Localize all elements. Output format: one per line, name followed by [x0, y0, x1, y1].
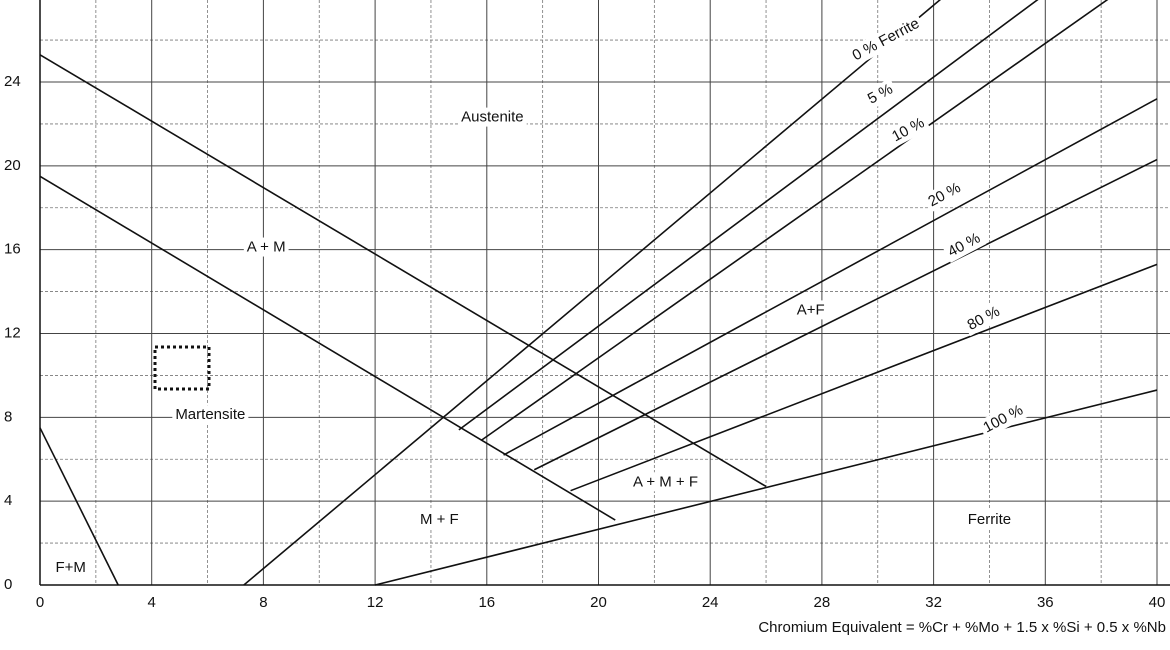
label-background: [922, 176, 967, 213]
y-tick-label: 4: [4, 492, 12, 509]
label-background: [630, 472, 702, 492]
x-tick-label: 28: [814, 594, 831, 611]
label-background: [964, 509, 1015, 529]
region-label: Ferrite: [968, 511, 1011, 528]
label-background: [458, 107, 527, 127]
line-label: 20 %: [925, 179, 963, 210]
label-background: [416, 509, 462, 529]
label-background: [861, 78, 899, 110]
x-tick-label: 20: [590, 594, 607, 611]
boundary-line: [243, 0, 942, 586]
boundary-line: [533, 158, 1158, 471]
y-tick-label: 24: [4, 73, 21, 90]
boundary-line: [503, 98, 1158, 456]
line-label: 100 %: [980, 401, 1026, 436]
y-tick-label: 0: [4, 576, 12, 593]
dotted-box: [153, 345, 211, 391]
y-tick-label: 12: [4, 324, 21, 341]
boundary-line: [480, 0, 1109, 442]
label-background: [243, 237, 289, 257]
region-label: Martensite: [175, 406, 245, 423]
y-tick-label: 20: [4, 157, 21, 174]
boundary-line: [570, 263, 1158, 492]
boundary-line: [458, 0, 1039, 431]
y-tick-label: 16: [4, 241, 21, 258]
region-label: M + F: [420, 511, 459, 528]
label-background: [52, 558, 89, 578]
x-tick-label: 4: [148, 594, 156, 611]
label-background: [846, 12, 926, 67]
label-background: [172, 405, 249, 425]
plot: 0 4 8 12 16 20 24 28 32 36 40 0 4 8 12 16 20 24 Austenite A…: [4, 0, 1170, 611]
x-tick-label: 40: [1149, 594, 1166, 611]
y-tick-label: 8: [4, 408, 12, 425]
boundary-line: [39, 54, 767, 488]
line-label: 80 %: [965, 303, 1003, 334]
x-tick-label: 36: [1037, 594, 1054, 611]
region-label: A+F: [797, 301, 825, 318]
x-tick-label: 16: [478, 594, 495, 611]
x-tick-label: 24: [702, 594, 719, 611]
boundary-line: [374, 389, 1158, 586]
region-label: A + M + F: [633, 473, 698, 490]
x-tick-label: 0: [36, 594, 44, 611]
region-label: A + M: [247, 239, 286, 256]
line-label: 0 % Ferrite: [850, 15, 923, 64]
x-tick-label: 12: [367, 594, 384, 611]
boundary-line: [39, 175, 616, 521]
label-background: [977, 399, 1030, 439]
region-label: F+M: [56, 559, 86, 576]
x-axis-title: Chromium Equivalent = %Cr + %Mo + 1.5 x …: [758, 619, 1166, 636]
label-background: [886, 111, 931, 148]
x-tick-label: 32: [925, 594, 942, 611]
x-tick-label: 8: [259, 594, 267, 611]
region-label: Austenite: [461, 109, 524, 126]
label-background: [941, 227, 987, 263]
label-background: [961, 300, 1006, 337]
label-background: [793, 300, 828, 320]
boundary-line: [39, 427, 119, 586]
